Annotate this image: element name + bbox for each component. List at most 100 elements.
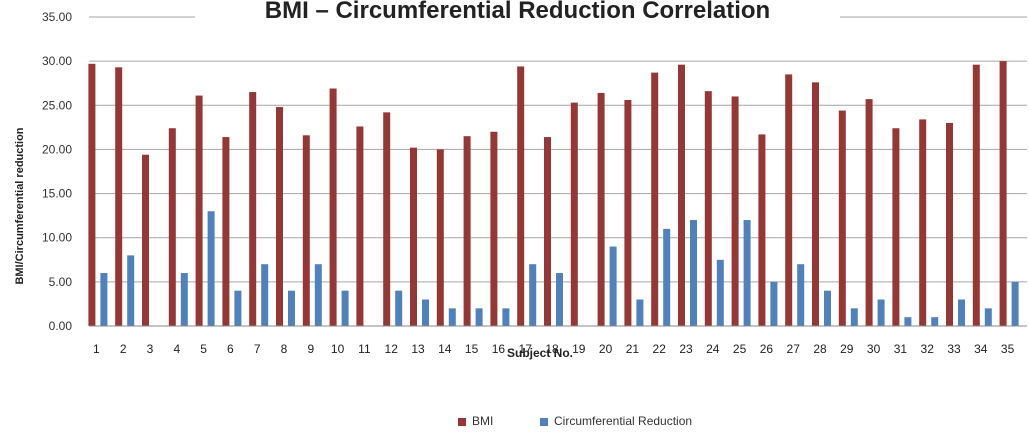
bar-circumferential-reduction	[341, 290, 349, 326]
bar-circumferential-reduction	[395, 290, 403, 326]
x-tick-label: 16	[492, 342, 506, 356]
x-tick-label: 1	[93, 342, 100, 356]
bar-circumferential-reduction	[877, 299, 885, 326]
x-tick-label: 18	[545, 342, 559, 356]
x-tick-label: 10	[331, 342, 345, 356]
y-tick-label: 30.00	[42, 54, 72, 68]
chart-title: BMI – Circumferential Reduction Correlat…	[195, 0, 840, 22]
bar-circumferential-reduction	[663, 228, 671, 326]
bar-circumferential-reduction	[127, 255, 135, 326]
bar-circumferential-reduction	[1011, 281, 1019, 326]
x-tick-labels: 1 2 3 4 5 6 7 8 9 10 11 12 13 14 15 16 17 18 19 20 21 22 23 24 2…	[93, 342, 1015, 356]
bar-circumferential-reduction	[288, 290, 295, 326]
bar-circumferential-reduction	[475, 308, 483, 326]
x-tick-label: 30	[867, 342, 881, 356]
y-tick-label: 0.00	[49, 319, 73, 333]
bar-bmi	[222, 137, 230, 326]
bar-bmi	[838, 110, 846, 326]
bar-bmi	[892, 128, 900, 326]
bar-bmi	[249, 92, 257, 327]
bar-bmi	[410, 147, 417, 326]
bar-circumferential-reduction	[690, 220, 697, 326]
x-tick-label: 22	[653, 342, 667, 356]
bar-bmi	[999, 61, 1007, 327]
bar-bmi	[972, 64, 980, 326]
bar-circumferential-reduction	[984, 308, 992, 326]
bar-circumferential-reduction	[502, 308, 510, 326]
x-tick-label: 3	[147, 342, 154, 356]
bar-bmi	[517, 66, 525, 326]
x-tick-label: 34	[974, 342, 988, 356]
bar-circumferential-reduction	[636, 299, 644, 326]
bar-bmi	[731, 96, 739, 326]
x-tick-label: 31	[894, 342, 908, 356]
bar-circumferential-reduction	[207, 211, 215, 326]
bar-bmi	[812, 82, 819, 327]
x-tick-label: 5	[200, 342, 207, 356]
gridlines	[89, 16, 1027, 283]
bar-bmi	[651, 72, 659, 327]
bar-bmi	[704, 91, 712, 326]
bar-bmi	[356, 126, 364, 326]
x-tick-label: 21	[626, 342, 640, 356]
bar-bmi	[276, 107, 283, 327]
bar-circumferential-reduction	[314, 264, 322, 326]
x-tick-label: 26	[760, 342, 774, 356]
bar-bmi	[758, 134, 766, 326]
y-tick-label: 35.00	[42, 10, 72, 24]
bar-circumferential-reduction	[556, 273, 563, 326]
x-tick-label: 28	[813, 342, 827, 356]
bar-bmi	[490, 131, 498, 326]
bar-circumferential-reduction	[261, 264, 269, 326]
legend-item-circumferential-reduction: Circumferential Reduction	[540, 413, 692, 429]
y-tick-label: 25.00	[42, 98, 72, 112]
x-tick-label: 17	[519, 342, 533, 356]
bar-circumferential-reduction	[904, 317, 912, 326]
x-tick-label: 29	[840, 342, 854, 356]
bar-circumferential-reduction	[931, 317, 939, 326]
x-tick-label: 32	[921, 342, 935, 356]
x-tick-label: 13	[411, 342, 425, 356]
bar-bmi	[597, 92, 605, 326]
bar-circumferential-reduction	[234, 290, 242, 326]
bar-bmi	[383, 112, 391, 326]
legend: BMI Circumferential Reduction	[0, 413, 1029, 429]
bar-circumferential-reduction	[180, 273, 188, 326]
x-tick-label: 6	[227, 342, 234, 356]
x-tick-label: 24	[706, 342, 720, 356]
bar-bmi	[544, 137, 551, 326]
bar-circumferential-reduction	[716, 259, 724, 326]
bar-bmi	[302, 135, 310, 326]
bar-circumferential-reduction	[824, 290, 831, 326]
bar-circumferential-reduction	[958, 299, 965, 326]
x-tick-label: 19	[572, 342, 586, 356]
y-tick-label: 15.00	[42, 187, 72, 201]
x-tick-label: 25	[733, 342, 747, 356]
bar-bmi	[329, 88, 337, 326]
bar-circumferential-reduction	[770, 281, 778, 326]
bar-bmi	[785, 74, 793, 326]
bar-bmi	[865, 99, 873, 326]
y-tick-label: 5.00	[49, 275, 73, 289]
bar-bmi	[88, 63, 96, 326]
bar-bmi	[142, 154, 149, 326]
bar-bmi	[570, 102, 578, 326]
bar-bmi	[946, 122, 953, 326]
x-axis-title: Subject No.	[506, 346, 573, 360]
bars	[88, 61, 1019, 327]
x-tick-label: 9	[307, 342, 314, 356]
x-tick-label: 4	[173, 342, 180, 356]
x-tick-label: 20	[599, 342, 613, 356]
bar-bmi	[463, 136, 471, 326]
bar-circumferential-reduction	[448, 308, 456, 326]
bar-bmi	[115, 67, 123, 326]
x-tick-label: 8	[281, 342, 288, 356]
bar-circumferential-reduction	[100, 273, 108, 326]
legend-item-bmi: BMI	[458, 413, 493, 429]
bar-circumferential-reduction	[743, 220, 751, 326]
bar-circumferential-reduction	[850, 308, 858, 326]
bar-circumferential-reduction	[609, 246, 617, 326]
legend-label-circumferential-reduction: Circumferential Reduction	[554, 414, 693, 428]
